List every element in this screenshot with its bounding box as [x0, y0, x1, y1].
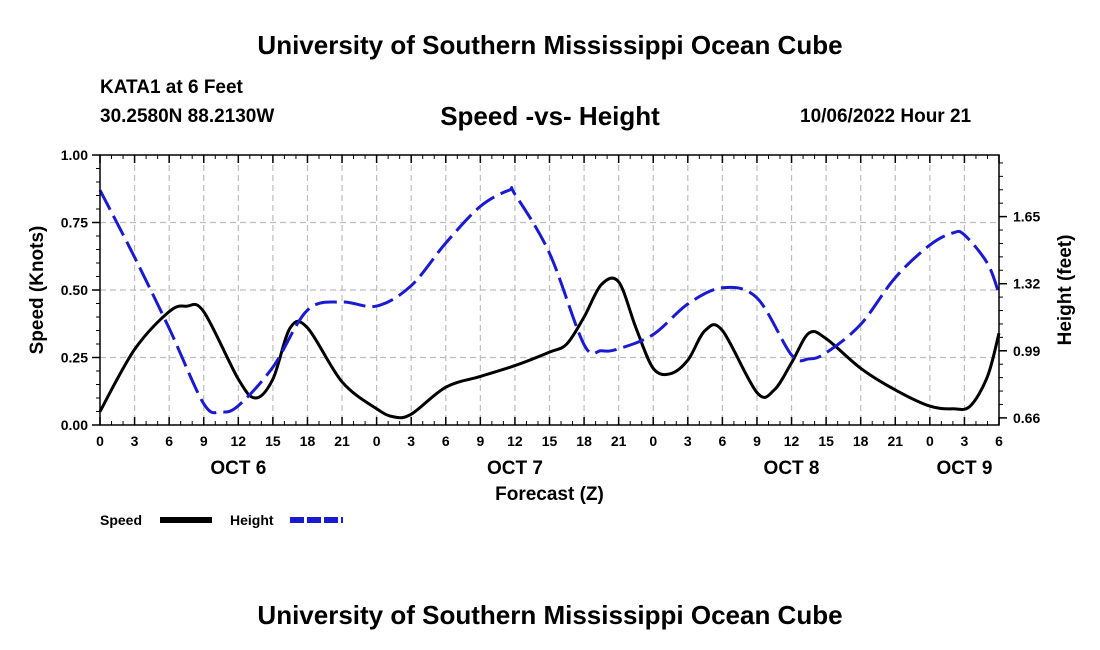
- x-tick-label: 9: [200, 433, 208, 449]
- y-tick-label: 0.50: [61, 282, 88, 298]
- speed-series-line: [98, 276, 1001, 420]
- footer-title: University of Southern Mississippi Ocean…: [257, 600, 843, 630]
- x-tick-label: 0: [96, 433, 104, 449]
- x-tick-label: 6: [165, 433, 173, 449]
- day-label: OCT 8: [764, 458, 820, 479]
- x-tick-label: 0: [649, 433, 657, 449]
- legend-label-speed: Speed: [100, 512, 142, 528]
- x-tick-label: 3: [684, 433, 692, 449]
- x-tick-label: 18: [300, 433, 316, 449]
- y-tick-label: 0.25: [61, 350, 88, 366]
- station-coordinates: 30.2580N 88.2130W: [100, 106, 275, 127]
- x-tick-label: 21: [334, 433, 350, 449]
- y2-tick-label: 1.32: [1013, 276, 1040, 292]
- y2-tick-label: 0.99: [1013, 343, 1040, 359]
- x-tick-label: 15: [265, 433, 281, 449]
- height-series-line: [98, 185, 1001, 415]
- x-tick-label: 6: [995, 433, 1003, 449]
- x-tick-label: 0: [926, 433, 934, 449]
- series-layer: [98, 185, 1001, 420]
- day-label: OCT 6: [210, 458, 266, 479]
- x-tick-label: 3: [131, 433, 139, 449]
- y-tick-label: 0.75: [61, 215, 88, 231]
- x-tick-label: 12: [784, 433, 800, 449]
- x-tick-label: 3: [961, 433, 969, 449]
- station-name: KATA1 at 6 Feet: [100, 77, 243, 98]
- x-tick-label: 15: [542, 433, 558, 449]
- x-tick-label: 18: [576, 433, 592, 449]
- y-tick-label: 0.00: [61, 417, 88, 433]
- x-tick-label: 12: [507, 433, 523, 449]
- x-tick-label: 21: [887, 433, 903, 449]
- legend: Speed Height: [100, 512, 343, 528]
- grid-lines: [100, 155, 999, 425]
- x-tick-label: 15: [818, 433, 834, 449]
- x-tick-label: 0: [373, 433, 381, 449]
- axis-labels: 0 3 6 9 12 15 18 21 0 3 6 9 12 15 18 21 0 3 6 9 12 15 18 21 0 3 60…: [61, 147, 1041, 479]
- x-tick-label: 21: [611, 433, 627, 449]
- chart-title: Speed -vs- Height: [440, 101, 660, 131]
- x-tick-label: 9: [476, 433, 484, 449]
- y-axis-title: Speed (Knots): [27, 226, 48, 355]
- x-tick-label: 12: [231, 433, 247, 449]
- legend-label-height: Height: [230, 512, 274, 528]
- x-tick-label: 9: [753, 433, 761, 449]
- day-label: OCT 7: [487, 458, 543, 479]
- x-tick-label: 18: [853, 433, 869, 449]
- axis-ticks: [92, 154, 1007, 426]
- y-tick-label: 1.00: [61, 147, 88, 163]
- y2-axis-title: Height (feet): [1055, 235, 1076, 346]
- main-title: University of Southern Mississippi Ocean…: [257, 30, 843, 60]
- y2-tick-label: 1.65: [1013, 209, 1040, 225]
- day-label: OCT 9: [936, 458, 992, 479]
- run-time: 10/06/2022 Hour 21: [800, 106, 972, 127]
- x-tick-label: 6: [442, 433, 450, 449]
- x-tick-label: 6: [718, 433, 726, 449]
- x-axis-title: Forecast (Z): [495, 484, 604, 505]
- x-tick-label: 3: [407, 433, 415, 449]
- y2-tick-label: 0.66: [1013, 410, 1040, 426]
